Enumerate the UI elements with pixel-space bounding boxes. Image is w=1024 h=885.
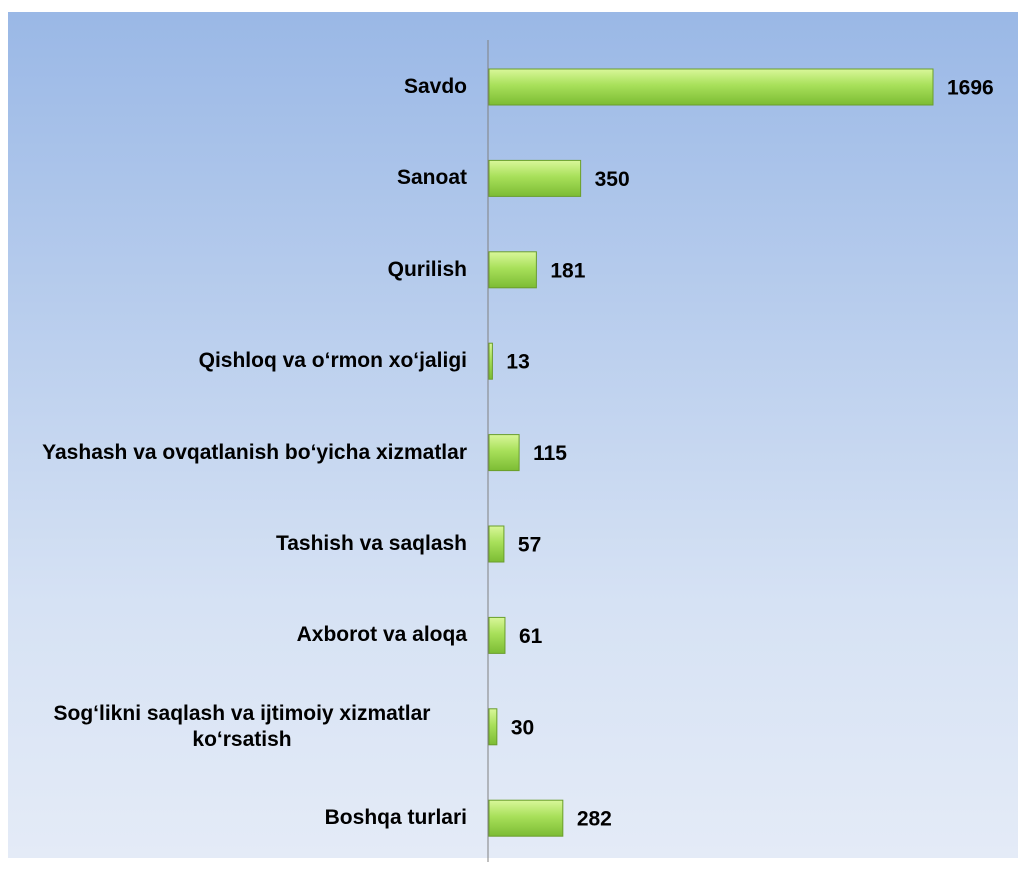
value-label: 282: [577, 808, 612, 831]
value-label: 350: [595, 168, 630, 191]
bar: [488, 68, 934, 106]
category-label: Boshqa turlari: [324, 806, 467, 830]
bar: [488, 525, 505, 563]
category-label: Yashash va ovqatlanish bo‘yicha xizmatla…: [42, 440, 467, 464]
value-label: 115: [533, 442, 567, 465]
category-label: Tashish va saqlash: [275, 532, 467, 555]
bar: [488, 708, 498, 746]
category-label-box: Qishloq va o‘rmon xo‘jaligi: [15, 348, 467, 374]
category-label: Qishloq va o‘rmon xo‘jaligi: [198, 349, 467, 373]
category-label-box: Yashash va ovqatlanish bo‘yicha xizmatla…: [15, 440, 467, 466]
category-label: Savdo: [403, 75, 467, 98]
value-label: 57: [518, 534, 541, 557]
bar: [488, 434, 520, 472]
category-label-box: Sog‘likni saqlash va ijtimoiy xizmatlar …: [15, 701, 467, 753]
value-label: 30: [511, 716, 534, 739]
category-label-box: Savdo: [15, 74, 467, 100]
category-label: Qurilish: [387, 257, 467, 281]
category-label-box: Boshqa turlari: [15, 805, 467, 831]
category-label-box: Qurilish: [15, 257, 467, 283]
category-label-box: Tashish va saqlash: [15, 531, 467, 557]
value-label: 1696: [947, 77, 994, 100]
value-label: 181: [550, 259, 585, 282]
value-label: 13: [506, 351, 529, 374]
bar: [488, 616, 506, 654]
bar: [488, 342, 493, 380]
category-label: Sog‘likni saqlash va ijtimoiy xizmatlar …: [53, 701, 431, 751]
category-label: Axborot va aloqa: [296, 623, 467, 647]
bar: [488, 251, 537, 289]
category-label: Sanoat: [396, 166, 467, 190]
bar: [488, 799, 564, 837]
category-label-box: Sanoat: [15, 165, 467, 191]
bar: [488, 159, 582, 197]
value-label: 61: [519, 625, 543, 648]
category-label-box: Axborot va aloqa: [15, 622, 467, 648]
